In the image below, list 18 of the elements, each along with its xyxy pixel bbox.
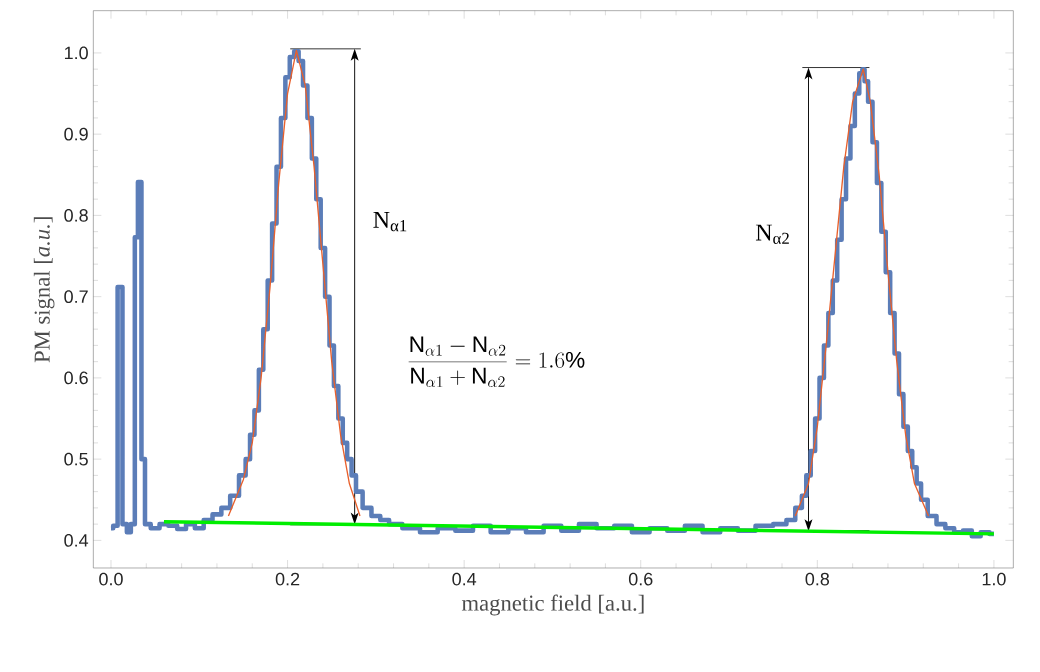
x-tick-label: 0.2 — [275, 572, 300, 586]
annotation: N$_{α1}$ — [373, 212, 407, 232]
x-tick-label: 0.6 — [628, 572, 653, 586]
y-tick-label: 0.7 — [64, 290, 88, 304]
y-tick-label: 0.5 — [64, 452, 88, 466]
annotation: $\frac{\mathrm{N}_{\alpha 1}-\mathrm{N}_{\alpha 2}}{\mathrm{N}_{\alpha 1}+\mathrm{N}_{\alpha 2}} = 1.6\%$ — [408, 336, 585, 388]
y-tick-label: 0.9 — [64, 127, 88, 141]
y-tick-label: 0.8 — [64, 209, 88, 222]
annotation: N$_{α2}$ — [755, 224, 789, 245]
x-tick-label: 0.0 — [99, 572, 123, 586]
y-tick-label: 0.4 — [64, 534, 89, 547]
y-tick-label: 1.0 — [64, 46, 88, 60]
x-tick-label: 0.8 — [805, 572, 830, 586]
y-axis-title: PM signal [a.u.] — [33, 217, 55, 363]
y-tick-label: 0.6 — [64, 371, 88, 385]
x-tick-label: 1.0 — [982, 572, 1006, 586]
x-axis-title: magnetic field [a.u.] — [461, 594, 644, 616]
x-tick-label: 0.4 — [452, 572, 477, 586]
